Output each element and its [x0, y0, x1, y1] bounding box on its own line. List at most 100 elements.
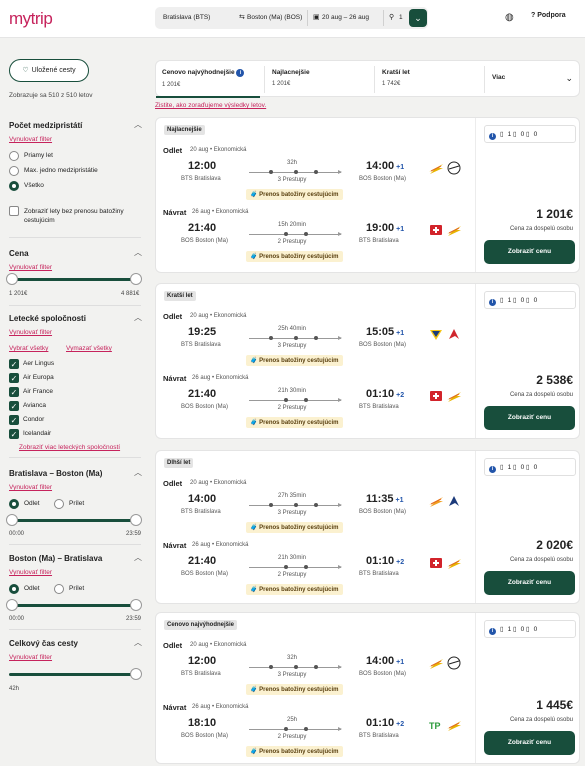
stop-dot	[304, 565, 308, 569]
flight-details: Cenovo najvýhodnejšie Odlet 20 aug • Eko…	[156, 613, 474, 763]
chevron-up-icon[interactable]: ︿	[134, 120, 142, 129]
origin-field[interactable]: Bratislava (BTS)	[163, 14, 211, 21]
airline-logo	[429, 164, 443, 174]
sort-tab-price: 1 201€	[272, 81, 291, 87]
arrival-time: 01:10	[366, 388, 395, 400]
search-summary[interactable]: Bratislava (BTS) ⇆ Boston (Ma) (BOS) ▣ 2…	[155, 7, 428, 29]
flight-details: Kratší let Odlet 20 aug • Ekonomická 19:…	[156, 284, 474, 438]
sort-info-link[interactable]: Zistite, ako zoraďujeme výsledky letov.	[155, 102, 267, 109]
swap-icon[interactable]: ⇆	[239, 14, 245, 21]
outbound-depart-radio[interactable]	[9, 499, 19, 509]
show-price-button[interactable]: Zobraziť cenu	[484, 731, 575, 755]
departure-airport: BOS Boston (Ma)	[181, 571, 229, 577]
info-icon: i	[489, 133, 496, 140]
duration-reset-link[interactable]: Vynulovať filter	[9, 654, 53, 661]
dates-field[interactable]: 20 aug – 26 aug	[322, 14, 369, 21]
saved-trips-button[interactable]: ♡ Uložené cesty	[9, 59, 89, 82]
chevron-up-icon[interactable]: ︿	[134, 553, 142, 562]
slider-min-handle[interactable]	[6, 514, 18, 526]
baggage-transfer-badge[interactable]: 🧳 Prenos batožiny cestujúcim	[246, 251, 343, 262]
stops-radio-direct[interactable]	[9, 151, 19, 161]
airline-checkbox[interactable]: ✓	[9, 429, 19, 439]
show-price-button[interactable]: Zobraziť cenu	[484, 406, 575, 430]
price-slider-min-handle[interactable]	[6, 273, 18, 285]
baggage-summary[interactable]: i ▯ 1 ▯ 0 ▯ 0	[484, 620, 576, 638]
flight-card[interactable]: Dlhší let Odlet 20 aug • Ekonomická 14:0…	[155, 450, 580, 604]
return-time-slider[interactable]	[9, 604, 137, 607]
airline-checkbox[interactable]: ✓	[9, 359, 19, 369]
stops-radio-all[interactable]	[9, 181, 19, 191]
baggage-summary[interactable]: i ▯ 1 ▯ 0 ▯ 0	[484, 458, 576, 476]
info-icon: i	[489, 628, 496, 635]
departure-time: 14:00	[188, 493, 217, 505]
logo[interactable]: mytrip	[9, 9, 53, 28]
baggage-transfer-badge[interactable]: 🧳 Prenos batožiny cestujúcim	[246, 746, 343, 757]
flight-card[interactable]: Najlacnejšie Odlet 20 aug • Ekonomická 1…	[155, 117, 580, 273]
calendar-icon: ▣	[313, 14, 320, 21]
sort-bar: Cenovo najvýhodnejšie i 1 201€ Najlacnej…	[155, 60, 581, 98]
personal-item-icon: ▯	[500, 297, 504, 304]
select-all-link[interactable]: Vybrať všetky	[9, 345, 49, 352]
stop-dot	[304, 727, 308, 731]
show-price-button[interactable]: Zobraziť cenu	[484, 571, 575, 595]
baggage-transfer-badge[interactable]: 🧳 Prenos batožiny cestujúcim	[246, 684, 343, 695]
chevron-up-icon[interactable]: ︿	[134, 313, 142, 322]
outbound-arrive-radio[interactable]	[54, 499, 64, 509]
baggage-transfer-badge[interactable]: 🧳 Prenos batožiny cestujúcim	[246, 584, 343, 595]
slider-max-handle[interactable]	[130, 599, 142, 611]
time-min-label: 00:00	[9, 616, 25, 622]
duration-slider[interactable]	[9, 673, 137, 676]
airline-checkbox[interactable]: ✓	[9, 387, 19, 397]
outbound-reset-link[interactable]: Vynulovať filter	[9, 484, 53, 491]
flight-card[interactable]: Kratší let Odlet 20 aug • Ekonomická 19:…	[155, 283, 580, 439]
chevron-up-icon[interactable]: ︿	[134, 638, 142, 647]
stops-reset-link[interactable]: Vynulovať filter	[9, 136, 53, 143]
sort-tab-shortest[interactable]: Kratší let 1 742€	[376, 61, 484, 98]
slider-max-handle[interactable]	[130, 514, 142, 526]
return-arrive-radio[interactable]	[54, 584, 64, 594]
chevron-up-icon[interactable]: ︿	[134, 468, 142, 477]
flight-card[interactable]: Cenovo najvýhodnejšie Odlet 20 aug • Eko…	[155, 612, 580, 764]
destination-field[interactable]: Boston (Ma) (BOS)	[247, 14, 303, 21]
info-icon[interactable]: i	[236, 69, 245, 77]
baggage-transfer-badge[interactable]: 🧳 Prenos batožiny cestujúcim	[246, 355, 343, 366]
search-button[interactable]: ⌄	[409, 9, 427, 27]
arrival-time-wrap: 15:05 +1	[366, 326, 404, 338]
sort-tab-best[interactable]: Cenovo najvýhodnejšie i 1 201€	[156, 61, 260, 98]
baggage-transfer-badge[interactable]: 🧳 Prenos batožiny cestujúcim	[246, 522, 343, 533]
price-reset-link[interactable]: Vynulovať filter	[9, 264, 53, 271]
return-times-title: Boston (Ma) – Bratislava	[9, 554, 103, 563]
clear-all-link[interactable]: Vymazať všetky	[66, 345, 112, 352]
airline-label: Condor	[23, 416, 45, 423]
chevron-up-icon[interactable]: ︿	[134, 248, 142, 257]
return-reset-link[interactable]: Vynulovať filter	[9, 569, 53, 576]
price-slider-track[interactable]	[9, 278, 137, 281]
slider-min-handle[interactable]	[6, 599, 18, 611]
stops-count: 2 Prestupy	[277, 734, 307, 740]
baggage-transfer-badge[interactable]: 🧳 Prenos batožiny cestujúcim	[246, 189, 343, 200]
no-transfer-checkbox[interactable]	[9, 206, 19, 216]
sort-more-dropdown[interactable]: Viac ⌄	[486, 61, 581, 98]
globe-icon[interactable]: ◍	[505, 12, 514, 23]
outbound-time-slider[interactable]	[9, 519, 137, 522]
slider-handle[interactable]	[130, 668, 142, 680]
airline-checkbox[interactable]: ✓	[9, 401, 19, 411]
airline-checkbox[interactable]: ✓	[9, 415, 19, 425]
more-airlines-link[interactable]: Zobraziť viac leteckých spoločností	[19, 444, 121, 451]
arrival-time: 11:35	[366, 493, 394, 505]
passengers-field[interactable]: 1	[399, 14, 403, 21]
sort-tab-cheapest[interactable]: Najlacnejšie 1 201€	[266, 61, 374, 98]
support-link[interactable]: ? Podpora	[531, 12, 566, 19]
airlines-reset-link[interactable]: Vynulovať filter	[9, 329, 53, 336]
baggage-summary[interactable]: i ▯ 1 ▯ 0 ▯ 0	[484, 125, 576, 143]
departure-airport: BOS Boston (Ma)	[181, 733, 229, 739]
cabin-bag-icon: ▯	[513, 464, 517, 471]
baggage-summary[interactable]: i ▯ 1 ▯ 0 ▯ 0	[484, 291, 576, 309]
price-slider-max-handle[interactable]	[130, 273, 142, 285]
stops-count: 3 Prestupy	[277, 510, 307, 516]
return-depart-radio[interactable]	[9, 584, 19, 594]
airline-checkbox[interactable]: ✓	[9, 373, 19, 383]
show-price-button[interactable]: Zobraziť cenu	[484, 240, 575, 264]
baggage-transfer-badge[interactable]: 🧳 Prenos batožiny cestujúcim	[246, 417, 343, 428]
stops-radio-one[interactable]	[9, 166, 19, 176]
